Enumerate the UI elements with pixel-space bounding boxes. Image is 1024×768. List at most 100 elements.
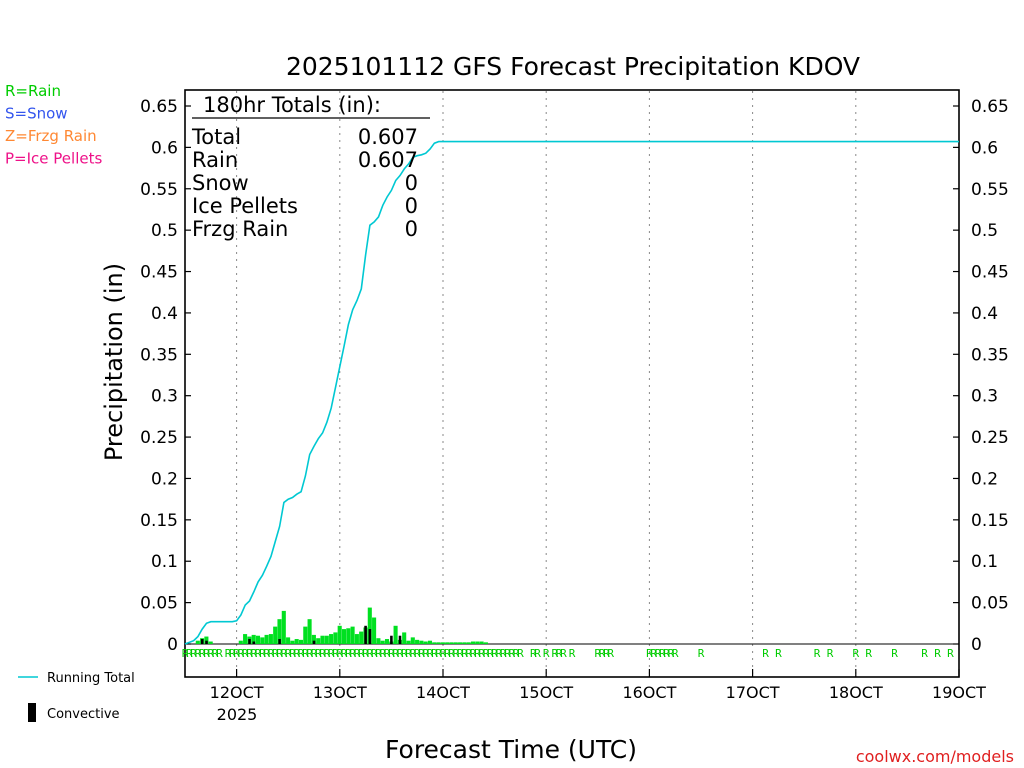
ptype-mark: R (508, 647, 515, 660)
ptype-mark: R (186, 647, 193, 660)
y-tick-label-left: 0.3 (151, 387, 178, 407)
totals-row-label: Frzg Rain (192, 217, 288, 241)
x-tick-label: 16OCT (622, 683, 676, 702)
ptype-mark: R (345, 647, 352, 660)
y-tick-label-right: 0.2 (971, 469, 998, 489)
y-tick-label-right: 0.3 (971, 387, 998, 407)
ptype-mark: R (655, 647, 662, 660)
ptype-mark: R (190, 647, 197, 660)
precip-bar (333, 632, 338, 644)
year-label: 2025 (217, 705, 258, 724)
ptype-mark: R (311, 647, 318, 660)
y-tick-label-left: 0 (167, 635, 178, 655)
credit-text: coolwx.com/models (856, 747, 1014, 766)
ptype-mark: R (203, 647, 210, 660)
y-tick-label-left: 0.05 (140, 594, 178, 614)
totals-row-label: Rain (192, 148, 238, 172)
ptype-mark: R (921, 647, 928, 660)
ptype-mark: R (457, 647, 464, 660)
y-tick-label-left: 0.1 (151, 552, 178, 572)
ptype-mark: R (375, 647, 382, 660)
convective-bar (200, 639, 204, 644)
ptype-mark: R (470, 647, 477, 660)
y-tick-label-right: 0.5 (971, 221, 998, 241)
ptype-mark: R (672, 647, 679, 660)
precip-bar (290, 640, 295, 644)
convective-bar (252, 641, 256, 644)
ptype-mark: R (551, 647, 558, 660)
precip-bar (264, 634, 269, 644)
precip-bar (380, 640, 385, 644)
ptype-mark: R (646, 647, 653, 660)
ptype-mark: R (762, 647, 769, 660)
ptype-mark: R (934, 647, 941, 660)
ptype-mark: R (246, 647, 253, 660)
ptype-mark: R (233, 647, 240, 660)
ptype-mark: R (225, 647, 232, 660)
x-tick-label: 18OCT (829, 683, 883, 702)
precip-bar (208, 641, 213, 644)
ptype-mark: R (650, 647, 657, 660)
running-total-line (184, 140, 959, 645)
y-tick-label-right: 0.65 (971, 97, 1009, 117)
totals-header: 180hr Totals (in): (203, 93, 381, 117)
ptype-mark: R (358, 647, 365, 660)
precip-bar (453, 642, 458, 644)
y-tick-label-right: 0.45 (971, 263, 1009, 283)
ptype-mark: R (379, 647, 386, 660)
ptype-mark: R (410, 647, 417, 660)
ptype-mark: R (448, 647, 455, 660)
precip-bar (268, 634, 273, 644)
ptype-mark: R (388, 647, 395, 660)
ptype-mark: R (302, 647, 309, 660)
precip-bar (354, 634, 359, 644)
convective-bar (398, 635, 402, 644)
ptype-mark: R (865, 647, 872, 660)
precip-bar (251, 634, 256, 644)
precip-bar (359, 631, 364, 644)
totals-row-label: Total (191, 125, 241, 149)
precip-bar (329, 634, 334, 644)
totals-row-value: 0 (405, 171, 418, 195)
precip-bar (479, 641, 484, 644)
convective-bar (364, 625, 367, 644)
hourly-precip-bars (195, 607, 488, 644)
ptype-mark: R (483, 647, 490, 660)
precip-bar (303, 626, 308, 644)
convective-bar (312, 640, 316, 644)
ptype-mark: R (328, 647, 335, 660)
precip-bar (376, 638, 381, 644)
ptype-mark: R (431, 647, 438, 660)
ptype-mark: R (517, 647, 524, 660)
ptype-mark: R (354, 647, 361, 660)
precip-bar (384, 639, 390, 644)
ptype-mark: R (569, 647, 576, 660)
ptype-mark: R (401, 647, 408, 660)
ptype-mark: R (306, 647, 313, 660)
x-axis-label: Forecast Time (UTC) (385, 735, 637, 764)
ptype-mark: R (371, 647, 378, 660)
ptype-mark: R (607, 647, 614, 660)
precip-bar (432, 642, 437, 644)
ptype-mark: R (891, 647, 898, 660)
precip-bar (273, 626, 278, 644)
ptype-mark: R (324, 647, 331, 660)
ptype-mark: R (534, 647, 541, 660)
totals-row-label: Ice Pellets (192, 194, 298, 218)
ptype-mark: R (250, 647, 257, 660)
ptype-mark: R (594, 647, 601, 660)
ptype-mark: R (500, 647, 507, 660)
y-tick-label-right: 0.1 (971, 552, 998, 572)
precip-bar (316, 638, 321, 644)
totals-row-value: 0 (405, 194, 418, 218)
precip-bar (294, 639, 299, 644)
ptype-mark: R (263, 647, 270, 660)
precip-bar (337, 625, 342, 644)
precip-bar (410, 637, 415, 644)
x-tick-label: 19OCT (932, 683, 986, 702)
y-tick-label-right: 0.15 (971, 511, 1009, 531)
ptype-mark: R (276, 647, 283, 660)
precip-bar (204, 636, 209, 644)
ptype-mark: R (775, 647, 782, 660)
y-tick-label-right: 0.05 (971, 594, 1009, 614)
